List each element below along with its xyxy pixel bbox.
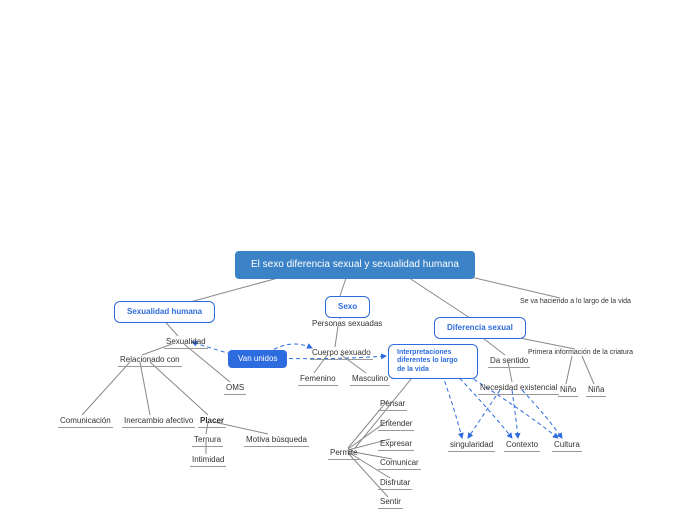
- node-relacionado-con[interactable]: Relacionado con: [118, 354, 182, 367]
- node-ternura[interactable]: Ternura: [192, 434, 223, 447]
- node-entender[interactable]: Entender: [378, 418, 414, 431]
- node-sexualidad-humana[interactable]: Sexualidad humana: [114, 301, 215, 323]
- node-sexualidad[interactable]: Sexualidad: [164, 336, 208, 349]
- node-motiva[interactable]: Motiva búsqueda: [244, 434, 309, 447]
- node-contexto[interactable]: Contexto: [504, 439, 540, 452]
- node-placer[interactable]: Placer: [198, 415, 226, 428]
- label-sexualidad-humana: Sexualidad humana: [127, 307, 202, 316]
- node-sexo[interactable]: Sexo: [325, 296, 370, 318]
- node-pensar[interactable]: Pensar: [378, 398, 407, 411]
- node-nino[interactable]: Niño: [558, 384, 578, 397]
- node-personas-sexuadas[interactable]: Personas sexuadas: [312, 319, 382, 329]
- node-singularidad[interactable]: singularidad: [448, 439, 495, 452]
- node-intercambio[interactable]: Inercambio afectivo: [122, 415, 195, 428]
- node-permite[interactable]: Permite: [328, 447, 360, 460]
- root-label: El sexo diferencia sexual y sexualidad h…: [251, 259, 459, 270]
- node-cuerpo-sexuado[interactable]: Cuerpo sexuado: [310, 347, 373, 360]
- node-disfrutar[interactable]: Disfrutar: [378, 477, 412, 490]
- node-da-sentido[interactable]: Da sentido: [488, 355, 530, 368]
- node-se-va-haciendo[interactable]: Se va haciendo a lo largo de la vida: [520, 298, 631, 306]
- node-sentir[interactable]: Sentir: [378, 496, 403, 509]
- root-node[interactable]: El sexo diferencia sexual y sexualidad h…: [235, 251, 475, 279]
- node-comunicar[interactable]: Comunicar: [378, 457, 421, 470]
- node-comunicacion[interactable]: Comunicación: [58, 415, 113, 428]
- node-masculino[interactable]: Masculino: [350, 373, 390, 386]
- node-femenino[interactable]: Femenino: [298, 373, 338, 386]
- node-primera-info[interactable]: Primera información de la criatura: [528, 349, 633, 357]
- node-cultura[interactable]: Cultura: [552, 439, 582, 452]
- node-van-unidos[interactable]: Van unidos: [228, 350, 287, 368]
- node-expresar[interactable]: Expresar: [378, 438, 414, 451]
- node-intimidad[interactable]: Intimidad: [190, 454, 226, 467]
- node-interpretaciones[interactable]: Interpretaciones diferentes lo largo de …: [388, 344, 478, 379]
- node-diferencia-sexual[interactable]: Diferencia sexual: [434, 317, 526, 339]
- node-oms[interactable]: OMS: [224, 382, 246, 395]
- mindmap-canvas: { "colors": { "root_bg": "#3b82c7", "roo…: [0, 0, 696, 520]
- node-necesidad-existencial[interactable]: Necesidad existencial: [478, 382, 559, 395]
- node-nina[interactable]: Niña: [586, 384, 606, 397]
